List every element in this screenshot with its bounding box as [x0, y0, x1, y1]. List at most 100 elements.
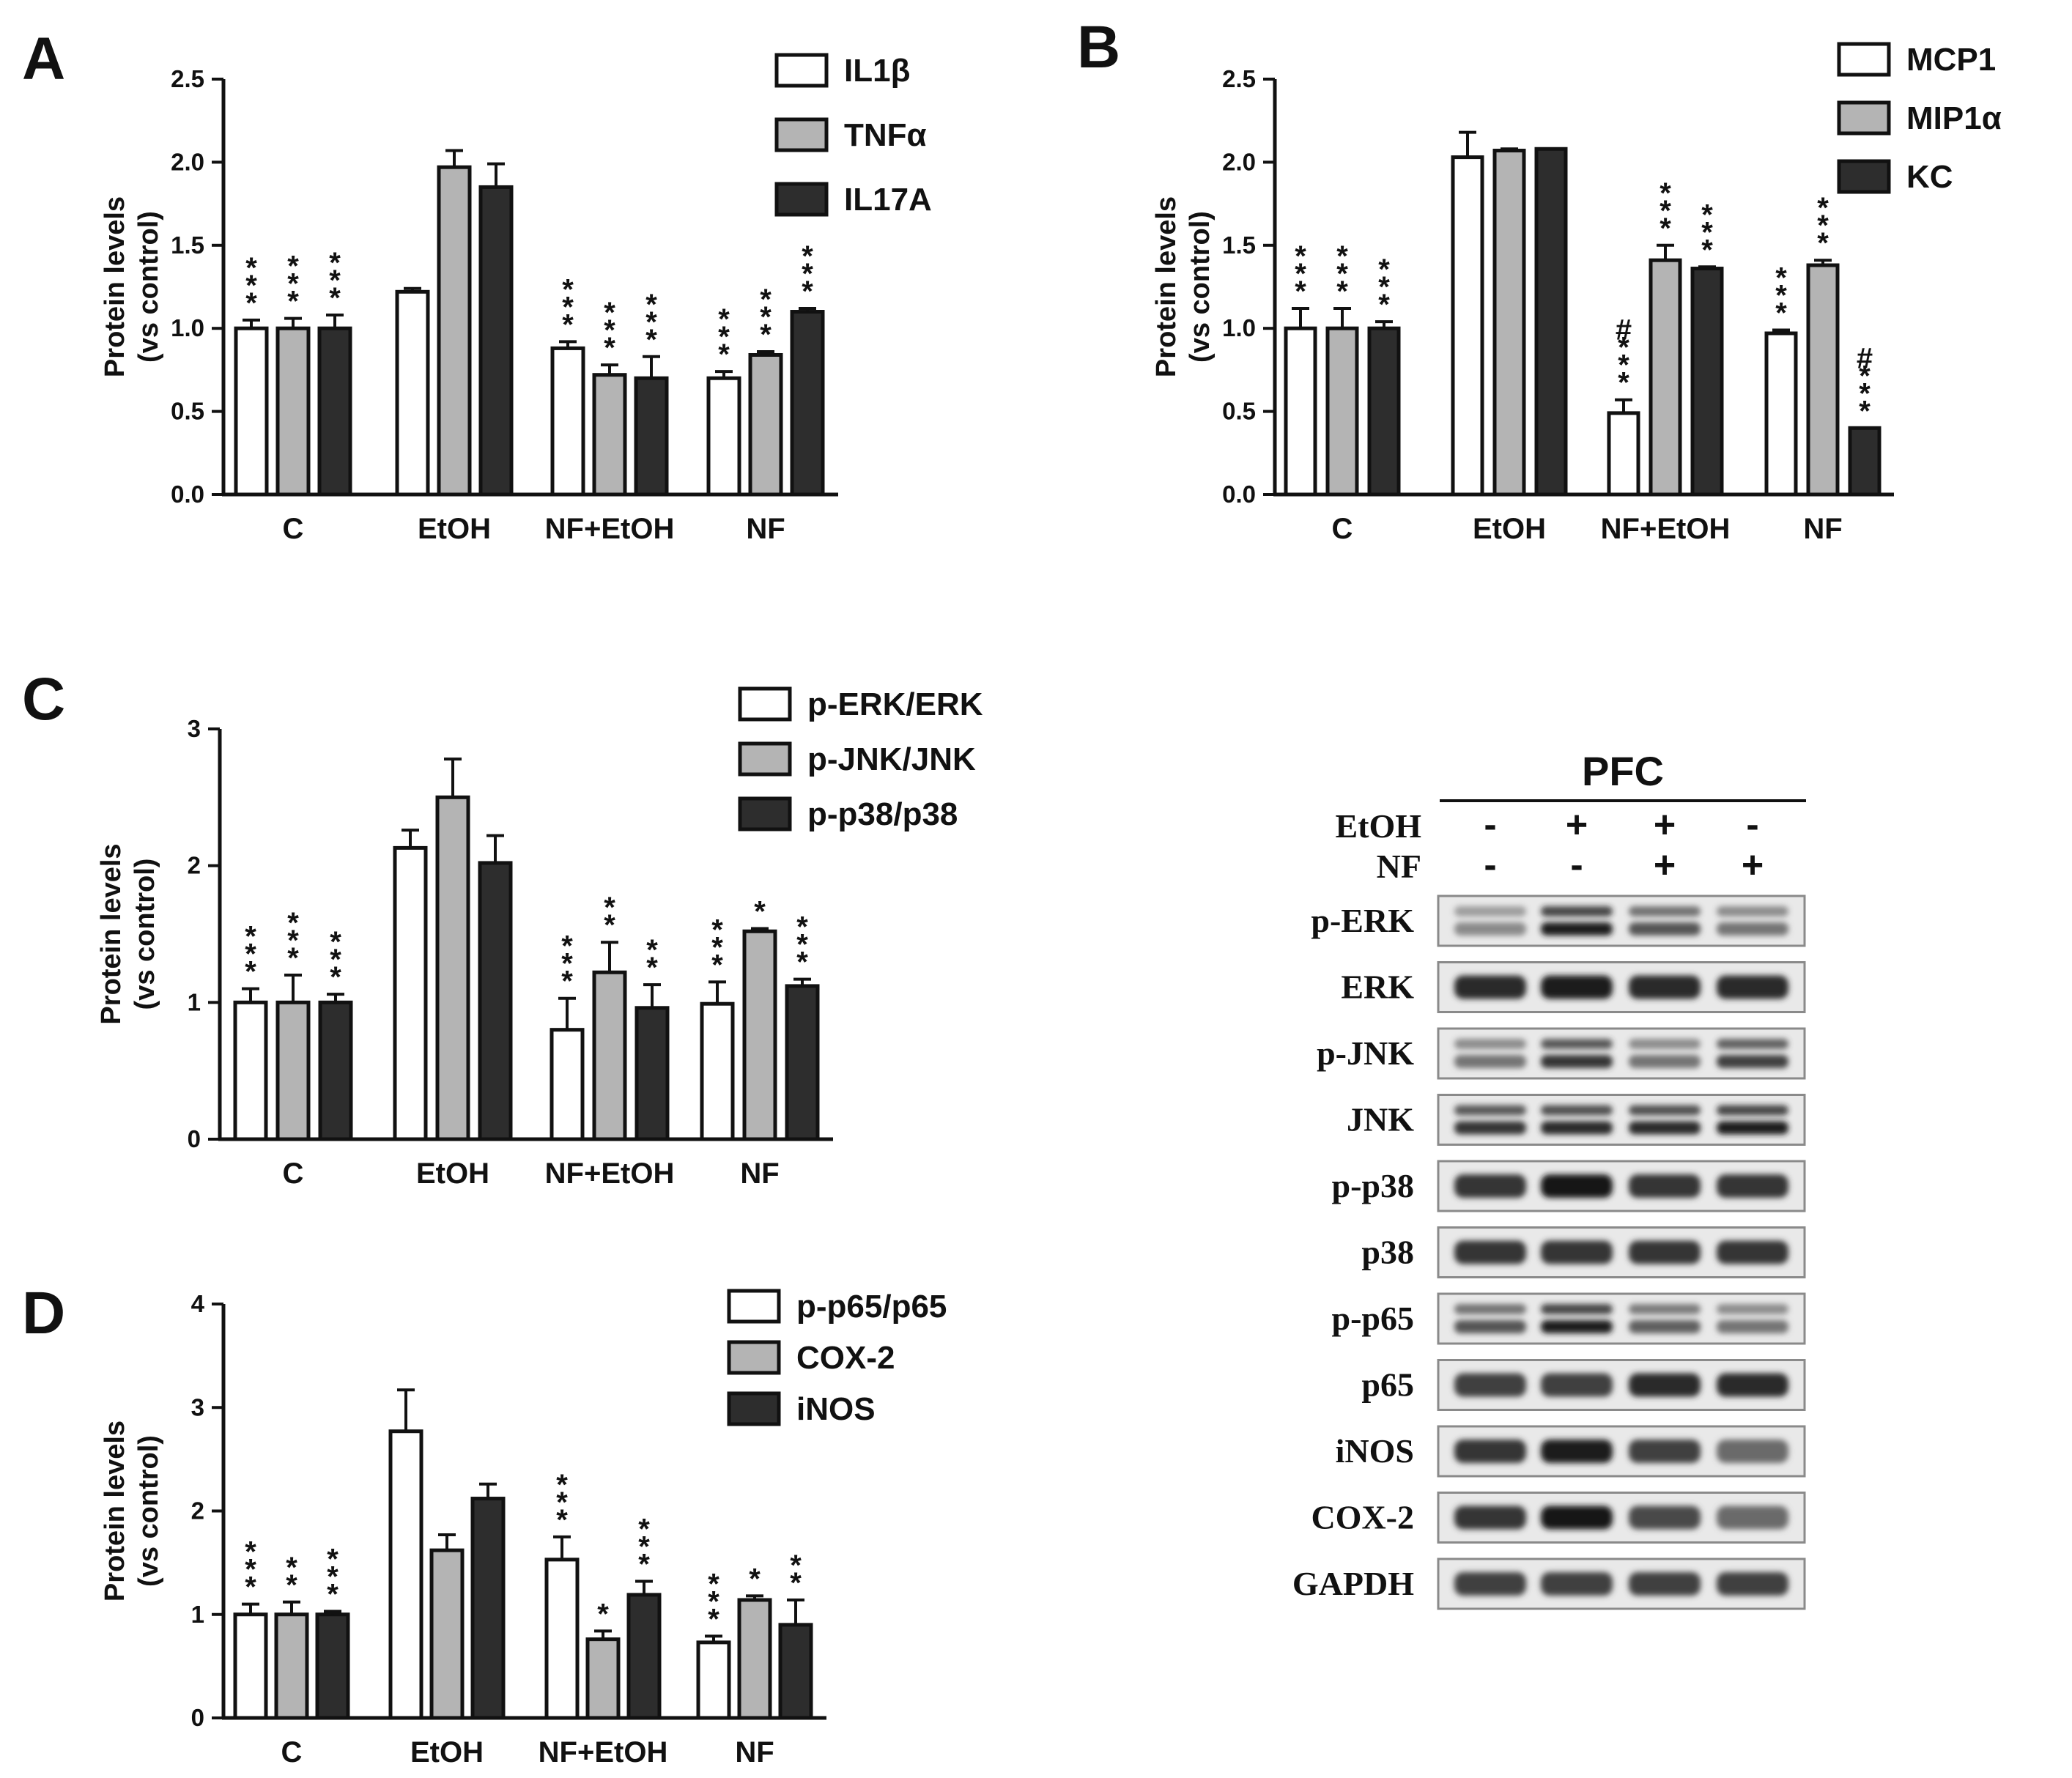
significance-mark: * [1618, 349, 1629, 382]
legend-label: iNOS [796, 1391, 876, 1427]
panel-label-c: C [22, 666, 65, 733]
significance-mark: * [638, 1514, 650, 1546]
bar [1764, 331, 1798, 497]
y-tick-label: 0.0 [1222, 481, 1256, 508]
bar [634, 376, 669, 497]
significance-mark: * [556, 1469, 568, 1501]
significance-mark: * [604, 892, 615, 924]
significance-mark: * [604, 297, 615, 329]
blot-band [1717, 906, 1788, 916]
significance-mark: * [245, 1554, 256, 1586]
significance-mark: * [638, 1531, 650, 1563]
blot-band [1629, 922, 1701, 936]
bar [592, 970, 627, 1141]
y-tick-label: 0.5 [1222, 398, 1256, 425]
blot-band [1629, 1572, 1701, 1596]
legend-label: IL17A [844, 182, 932, 218]
significance-mark: * [645, 306, 657, 338]
legend-label: MIP1α [1906, 100, 2002, 136]
significance-mark: * [556, 1486, 568, 1519]
significance-mark: * [561, 930, 573, 963]
blot-band [1541, 1304, 1613, 1314]
bar [233, 1000, 268, 1141]
significance-mark: * [562, 308, 574, 341]
bar [1367, 326, 1401, 497]
blot-condition-label: EtOH [1335, 807, 1421, 845]
significance-mark: * [287, 268, 299, 300]
y-tick-label: 1.0 [1222, 314, 1256, 341]
bar [388, 1429, 423, 1720]
bar [1607, 411, 1640, 497]
blot-row-label: GAPDH [1292, 1565, 1414, 1602]
significance-mark: * [327, 1561, 338, 1593]
bar [550, 1028, 585, 1141]
blot-membrane [1437, 1094, 1806, 1146]
chart-panel-a: 0.0 0.5 1.0 1.5 2.0 2.5 Protein levels (vs cont… [100, 53, 932, 545]
significance-mark: * [1859, 377, 1871, 410]
bar [634, 1006, 670, 1141]
legend-swatch [738, 686, 792, 722]
significance-mark: * [1336, 275, 1348, 308]
legend-swatch [738, 741, 792, 777]
significance-mark: * [1701, 199, 1713, 231]
bar [544, 1557, 580, 1720]
blot-band [1454, 1174, 1526, 1198]
x-tick-label: C [281, 1736, 303, 1768]
y-tick-label: 0.0 [171, 481, 204, 508]
x-tick-label: NF+EtOH [1601, 513, 1731, 545]
blot-band [1541, 1105, 1613, 1116]
blot-band [1629, 1240, 1701, 1264]
blot-condition-sign: + [1742, 844, 1764, 886]
significance-mark: * [708, 1603, 719, 1635]
significance-mark: * [556, 1504, 568, 1536]
bar [275, 1000, 311, 1141]
blot-row-label: ERK [1341, 968, 1414, 1006]
significance-mark: * [562, 291, 574, 323]
blot-row-label: p-p38 [1332, 1167, 1414, 1204]
blot-band [1629, 1440, 1701, 1463]
significance-mark: * [1775, 262, 1787, 294]
blot-band [1454, 1373, 1526, 1397]
bar [778, 1623, 813, 1720]
blot-condition-sign: - [1570, 844, 1583, 886]
bar [550, 346, 585, 497]
significance-mark: * [1295, 240, 1306, 273]
blot-row-label: p-ERK [1311, 902, 1414, 939]
bar [742, 929, 777, 1141]
bar [1284, 326, 1317, 497]
legend-swatch [727, 1391, 781, 1426]
blot-band [1717, 1055, 1788, 1068]
y-axis-title: Protein levels (vs control) [100, 196, 164, 377]
y-tick-label: 1.5 [171, 231, 204, 259]
significance-mark: * [245, 287, 257, 319]
significance-mark: * [329, 264, 341, 297]
significance-mark: * [1295, 275, 1306, 308]
significance-mark: * [327, 1544, 338, 1576]
x-tick-label: NF+EtOH [539, 1736, 668, 1768]
blot-band [1454, 1572, 1526, 1596]
y-tick-label: 1.0 [171, 314, 204, 341]
legend-label: TNFα [844, 117, 927, 153]
significance-mark: * [646, 952, 658, 984]
bar [393, 845, 428, 1141]
y-tick-label: 0.5 [171, 398, 204, 425]
y-axis-title-line: (vs control) [1185, 211, 1216, 363]
x-tick-label: C [283, 513, 304, 545]
significance-mark: # [1616, 314, 1632, 347]
significance-mark: * [802, 258, 813, 290]
y-tick-label: 1 [188, 988, 201, 1015]
significance-mark: * [1295, 258, 1306, 290]
significance-mark: * [711, 914, 723, 946]
bar [1806, 263, 1840, 497]
significance-mark: * [790, 1549, 802, 1582]
significance-mark: # [1857, 342, 1873, 374]
blot-condition-sign: - [1484, 804, 1496, 846]
blot-band [1629, 1174, 1701, 1198]
significance-mark: * [802, 275, 813, 308]
bar [315, 1612, 350, 1720]
significance-mark: * [287, 942, 299, 974]
x-tick-label: NF [740, 1157, 779, 1190]
blot-band [1454, 975, 1526, 999]
significance-mark: * [718, 321, 730, 353]
